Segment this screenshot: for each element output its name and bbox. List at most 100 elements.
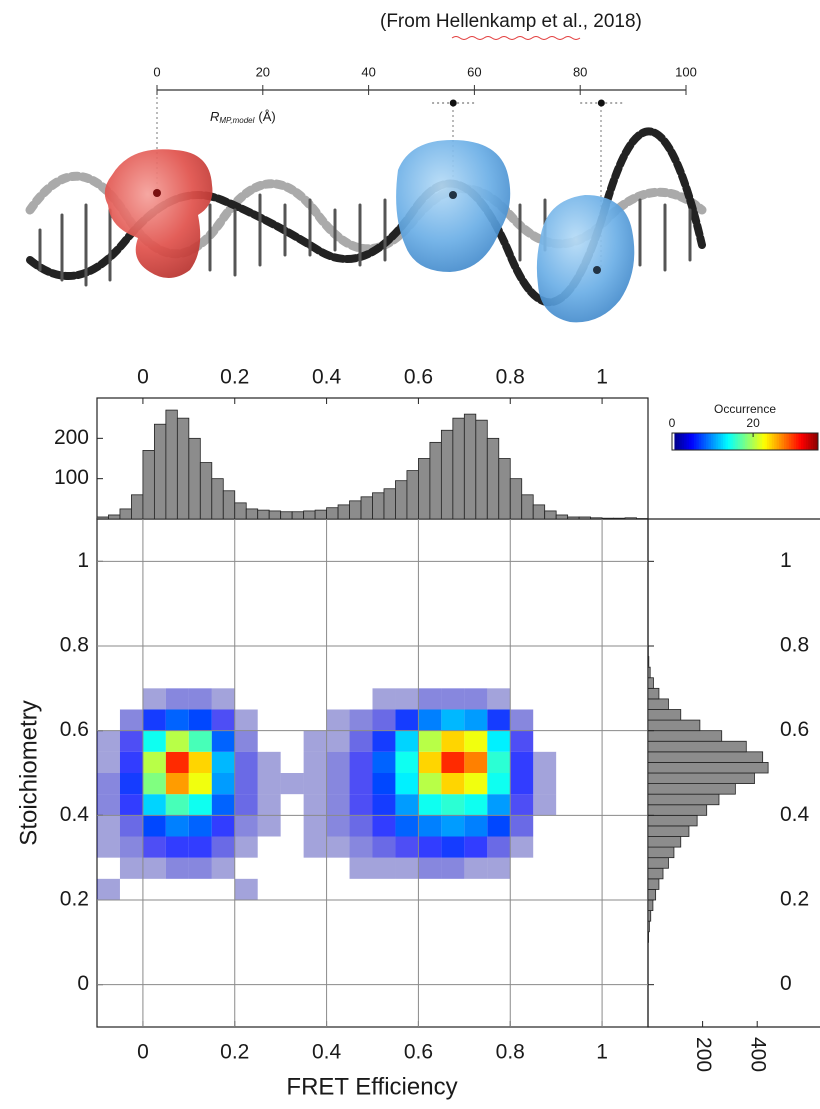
heatmap-cell <box>395 857 419 879</box>
heatmap-cell <box>418 794 442 816</box>
heatmap-cell <box>510 836 534 858</box>
heatmap-cell <box>97 794 120 816</box>
heatmap-cell <box>372 794 396 816</box>
y-tick-label: 0.4 <box>60 803 90 826</box>
heatmap-cell <box>464 879 487 900</box>
heatmap-cell <box>303 794 327 816</box>
heatmap-cell <box>487 709 511 731</box>
histogram-bar <box>647 814 698 827</box>
heatmap-cell <box>533 794 557 816</box>
heatmap-cell <box>418 709 442 731</box>
colorbar-segment <box>754 433 758 450</box>
heatmap-cell <box>533 815 556 836</box>
dye-centers <box>153 189 601 274</box>
heatmap-cell <box>188 688 212 710</box>
histogram-bar <box>647 793 720 806</box>
heatmap-cell <box>119 730 143 752</box>
y-tick-label: 0.2 <box>780 888 809 911</box>
heatmap-cell <box>211 709 235 731</box>
histogram-bar <box>647 719 701 732</box>
heatmap-cell <box>304 879 327 900</box>
histogram-bar <box>349 500 362 520</box>
heatmap-cell <box>304 710 327 731</box>
colorbar-segment <box>710 433 714 450</box>
heatmap-cell <box>189 879 212 900</box>
colorbar-segment <box>815 433 819 450</box>
heatmap-cell <box>281 858 304 879</box>
colorbar-segment <box>742 433 746 450</box>
colorbar-segment <box>715 433 719 450</box>
histogram-bar <box>429 441 442 520</box>
heatmap-cell <box>97 730 120 752</box>
histogram-bar <box>452 417 465 520</box>
heatmap-cell <box>234 730 258 752</box>
heatmap-cell <box>441 709 465 731</box>
heatmap-cell <box>372 773 396 795</box>
colorbar-segment <box>796 433 800 450</box>
heatmap-cell <box>350 688 373 709</box>
heatmap-cell <box>211 857 235 879</box>
histogram-bar <box>647 772 755 784</box>
heatmap-cell <box>142 730 166 752</box>
colorbar-segment <box>771 433 775 450</box>
colorbar-segment <box>727 433 731 450</box>
heatmap-cell <box>533 710 556 731</box>
heatmap-cell <box>510 751 534 773</box>
heatmap-cell <box>464 773 488 795</box>
heatmap-cell <box>418 730 442 752</box>
histogram-bar <box>647 931 649 943</box>
colorbar-segment <box>808 433 812 450</box>
colorbar-segment <box>810 433 814 450</box>
colorbar-segment <box>757 433 761 450</box>
heatmap-cell <box>533 731 556 752</box>
heatmap-cell <box>258 879 281 900</box>
y-tick-label: 1 <box>780 549 792 572</box>
colorbar-segment <box>764 433 768 450</box>
histogram-bar <box>176 417 190 520</box>
x-tick-label: 80 <box>573 64 587 79</box>
heatmap-cell <box>119 857 143 879</box>
histogram-bar <box>165 409 178 520</box>
heatmap-cell <box>533 837 556 858</box>
colorbar-segment <box>696 433 700 450</box>
heatmap-cell <box>258 710 281 731</box>
heatmap-cell <box>510 879 533 900</box>
histogram-bar <box>360 496 373 520</box>
heatmap-cell <box>257 794 281 816</box>
y-tick-label: 0.2 <box>60 888 89 911</box>
heatmap-cell <box>120 688 143 709</box>
histogram-bar <box>578 516 592 520</box>
heatmap-cell <box>235 688 258 709</box>
heatmap-cell <box>119 836 143 858</box>
citation: (From Hellenkamp et al., 2018) <box>380 11 642 32</box>
histogram-bar <box>647 804 708 816</box>
histogram-bar <box>188 437 201 520</box>
x-tick-label: 100 <box>675 64 697 79</box>
heatmap-cell <box>326 815 350 837</box>
heatmap-cell <box>97 858 120 879</box>
histogram-bar <box>647 740 747 753</box>
heatmap-cell <box>395 773 419 795</box>
r-axis-label: RMP,model (Å) <box>210 109 276 125</box>
histogram-bar <box>509 478 523 520</box>
histogram-bar <box>647 889 657 901</box>
heatmap-cell <box>119 709 143 731</box>
colorbar-tick-label: 20 <box>746 416 760 430</box>
histogram-bar <box>613 517 626 520</box>
heatmap-cell <box>326 709 350 731</box>
heatmap-cell <box>303 730 327 752</box>
blue-dye-volume <box>396 140 511 272</box>
heatmap-cell <box>372 857 396 879</box>
colorbar-segment <box>798 433 802 450</box>
heatmap-cell <box>303 751 327 773</box>
histogram-bar <box>303 510 316 520</box>
heatmap-cell <box>142 815 166 837</box>
x-tick-label: 0.4 <box>312 366 342 389</box>
heatmap-cell <box>188 857 212 879</box>
heatmap-cell <box>350 879 373 900</box>
blue-dye-volume <box>536 195 635 323</box>
x-tick-label: 60 <box>467 64 481 79</box>
heatmap-cell <box>165 815 189 837</box>
colorbar-segment <box>747 433 751 450</box>
heatmap-cell <box>464 836 488 858</box>
